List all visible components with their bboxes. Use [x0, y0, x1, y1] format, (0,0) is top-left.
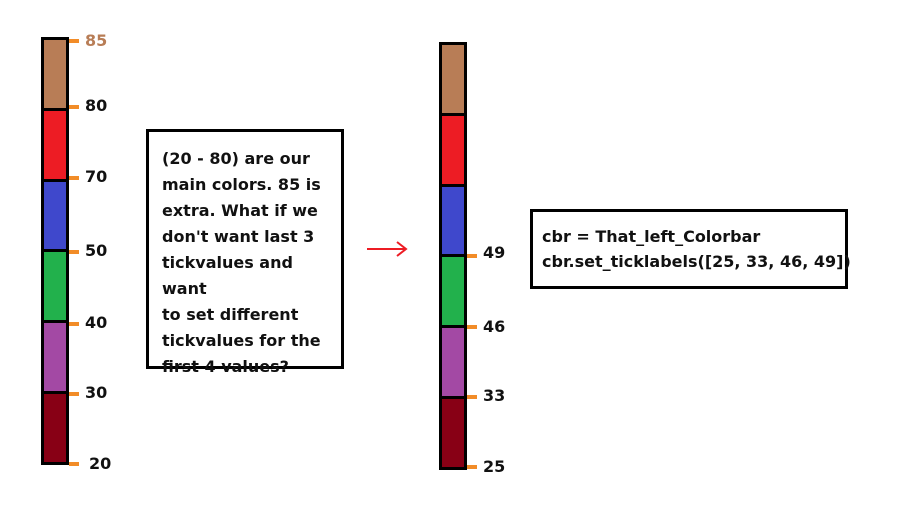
left-tick-mark-80 — [69, 105, 79, 109]
right-tick-mark-46 — [467, 325, 477, 329]
right-tick-mark-49 — [467, 254, 477, 258]
code-line: cbr.set_ticklabels([25, 33, 46, 49]) — [542, 252, 851, 271]
left-tick-label-20: 20 — [89, 454, 112, 473]
colorbar-segment-50-70 — [44, 181, 66, 253]
left-tick-label-40: 40 — [85, 313, 108, 332]
right-tick-label-46: 46 — [483, 317, 506, 336]
left-tick-mark-30 — [69, 392, 79, 396]
code-line: cbr = That_left_Colorbar — [542, 227, 761, 246]
left-tick-label-85: 85 — [85, 31, 108, 50]
left-tick-mark-70 — [69, 176, 79, 180]
note-line: first 4 values? — [162, 357, 289, 376]
note-line: main colors. 85 is — [162, 175, 321, 194]
colorbar-segment-red — [442, 115, 464, 187]
colorbar-segment-bottom — [442, 399, 464, 467]
colorbar-segment-green — [442, 257, 464, 329]
left-colorbar — [41, 37, 69, 465]
note-line: don't want last 3 — [162, 227, 315, 246]
right-tick-label-33: 33 — [483, 386, 506, 405]
colorbar-segment-40-50 — [44, 252, 66, 324]
note-line: tickvalues and want — [162, 253, 293, 298]
left-tick-mark-40 — [69, 322, 79, 326]
colorbar-segment-20-30 — [44, 394, 66, 462]
note-line: extra. What if we — [162, 201, 318, 220]
colorbar-segment-80-85 — [44, 40, 66, 111]
right-colorbar — [439, 42, 467, 470]
left-tick-mark-50 — [69, 250, 79, 254]
note-line: tickvalues for the — [162, 331, 321, 350]
left-tick-mark-20 — [69, 462, 79, 466]
left-tick-label-80: 80 — [85, 96, 108, 115]
colorbar-segment-70-80 — [44, 110, 66, 182]
question-note-box: (20 - 80) are our main colors. 85 is ext… — [146, 129, 344, 376]
code-note-box: cbr = That_left_Colorbar cbr.set_ticklab… — [530, 209, 851, 289]
colorbar-segment-purple — [442, 328, 464, 400]
left-tick-label-50: 50 — [85, 241, 108, 260]
colorbar-segment-top — [442, 45, 464, 116]
colorbar-segment-30-40 — [44, 323, 66, 395]
note-line: (20 - 80) are our — [162, 149, 310, 168]
right-tick-label-25: 25 — [483, 457, 506, 476]
left-tick-label-70: 70 — [85, 167, 108, 186]
right-tick-mark-33 — [467, 395, 477, 399]
left-tick-mark-85 — [69, 39, 79, 43]
right-arrow-icon — [367, 241, 408, 257]
right-tick-label-49: 49 — [483, 243, 506, 262]
left-tick-label-30: 30 — [85, 383, 108, 402]
right-tick-mark-25 — [467, 465, 477, 469]
colorbar-segment-blue — [442, 186, 464, 258]
note-line: to set different — [162, 305, 299, 324]
